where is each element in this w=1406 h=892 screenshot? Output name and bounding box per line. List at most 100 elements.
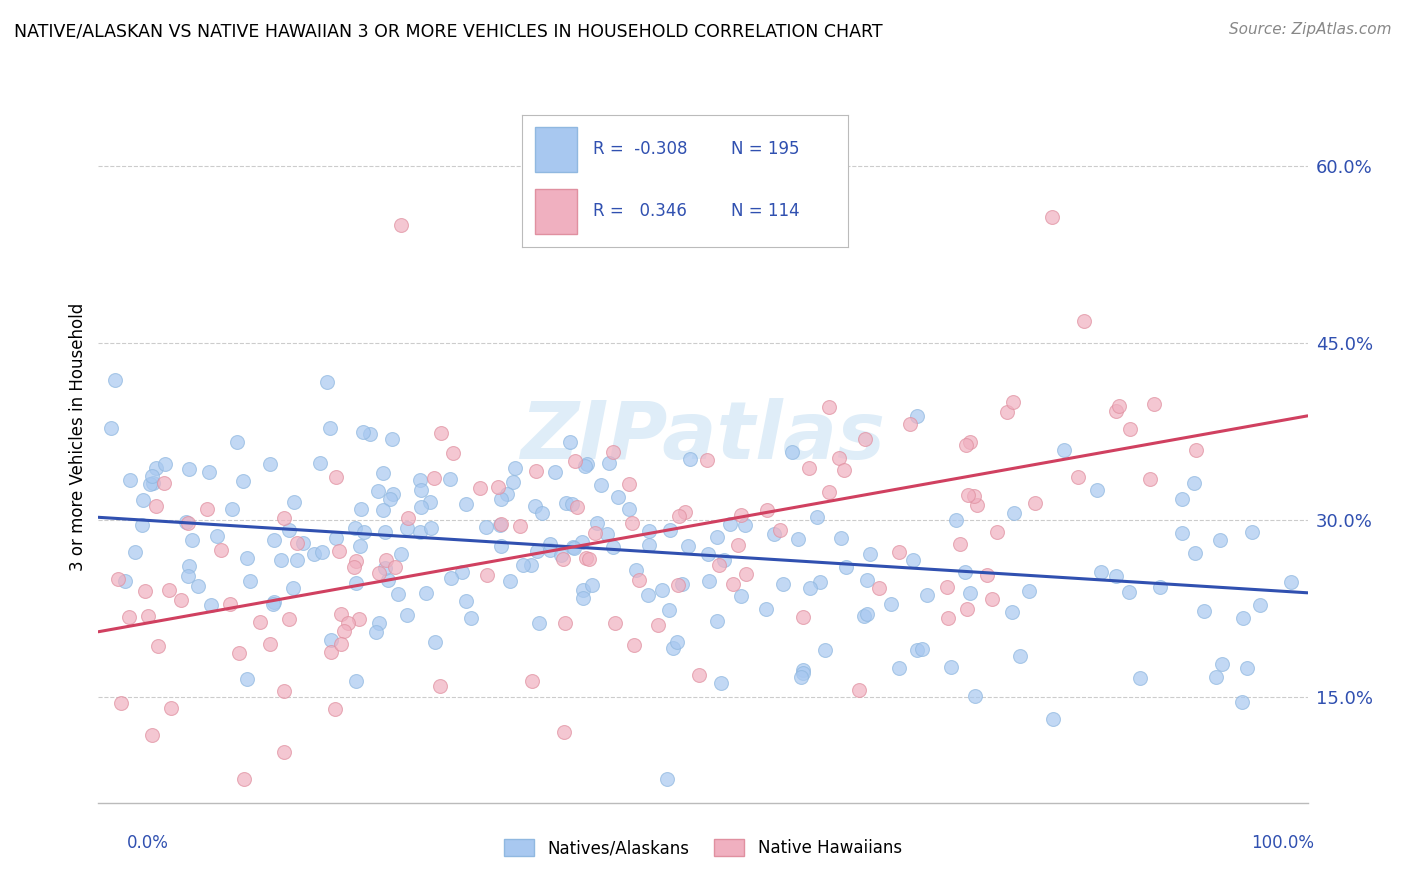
Point (273, 745, 295, 759)
Point (818, 401, 841, 415)
Point (145, 499, 167, 513)
Text: Source: ZipAtlas.com: Source: ZipAtlas.com (1229, 22, 1392, 37)
Point (976, 567, 998, 582)
Point (344, 554, 367, 568)
Point (520, 674, 543, 689)
Point (179, 559, 201, 574)
Point (311, 545, 333, 559)
Point (848, 682, 870, 697)
Point (419, 495, 441, 509)
Point (441, 445, 464, 459)
Point (1170, 526, 1192, 541)
Point (364, 624, 387, 639)
Point (868, 581, 890, 595)
Point (662, 641, 685, 656)
Point (530, 506, 553, 520)
Point (852, 609, 875, 624)
Point (561, 497, 583, 511)
Point (1211, 657, 1233, 671)
Point (141, 729, 163, 743)
Point (160, 700, 183, 714)
Point (524, 499, 547, 513)
Point (628, 573, 651, 587)
Point (499, 574, 522, 588)
Point (959, 586, 981, 600)
Point (429, 679, 451, 693)
Point (1119, 422, 1142, 436)
Point (959, 434, 981, 449)
Point (1279, 574, 1302, 589)
Point (538, 537, 561, 551)
Text: 0.0%: 0.0% (127, 834, 169, 852)
Point (828, 450, 851, 465)
Point (177, 569, 200, 583)
Point (832, 463, 855, 477)
Point (1236, 661, 1258, 675)
Point (377, 573, 399, 587)
Point (550, 548, 572, 562)
Point (755, 503, 778, 517)
Point (278, 612, 301, 626)
Point (131, 518, 153, 533)
Point (1067, 470, 1090, 484)
Point (671, 577, 693, 591)
Point (509, 518, 531, 533)
Point (620, 516, 643, 531)
Point (575, 550, 598, 565)
Point (619, 502, 641, 516)
Point (380, 492, 402, 507)
Point (187, 579, 209, 593)
Point (763, 526, 786, 541)
Point (200, 598, 222, 612)
Point (956, 602, 979, 616)
Point (329, 607, 352, 621)
Point (581, 578, 603, 592)
Point (333, 624, 356, 638)
Point (170, 593, 193, 607)
Point (226, 435, 249, 450)
Point (911, 642, 934, 657)
Point (387, 587, 409, 601)
Point (100, 421, 122, 435)
Point (956, 488, 979, 502)
Point (1139, 472, 1161, 486)
Point (503, 461, 526, 475)
Point (132, 493, 155, 508)
Point (730, 508, 752, 523)
Point (780, 445, 803, 459)
Point (657, 603, 679, 617)
Point (666, 577, 689, 591)
Point (349, 539, 371, 553)
Point (321, 632, 343, 647)
Point (344, 521, 367, 535)
Point (1108, 399, 1130, 413)
Point (221, 502, 243, 516)
Point (308, 456, 330, 470)
Point (209, 542, 232, 557)
Point (460, 611, 482, 625)
Y-axis label: 3 or more Vehicles in Household: 3 or more Vehicles in Household (69, 303, 87, 571)
Point (853, 432, 876, 446)
Point (638, 524, 661, 539)
Point (325, 470, 347, 484)
Point (263, 533, 285, 548)
Point (617, 477, 640, 491)
Point (329, 637, 352, 651)
Point (232, 772, 254, 787)
Point (673, 505, 696, 519)
Text: 100.0%: 100.0% (1251, 834, 1315, 852)
Point (735, 566, 758, 581)
Point (659, 523, 682, 537)
Point (945, 513, 967, 527)
Point (564, 454, 586, 468)
Point (342, 560, 364, 574)
Point (889, 545, 911, 559)
Point (236, 672, 259, 686)
Point (859, 547, 882, 561)
Point (583, 526, 606, 541)
Point (1024, 496, 1046, 510)
Point (239, 574, 262, 588)
Point (489, 491, 512, 506)
Point (344, 576, 367, 591)
Point (425, 635, 447, 649)
